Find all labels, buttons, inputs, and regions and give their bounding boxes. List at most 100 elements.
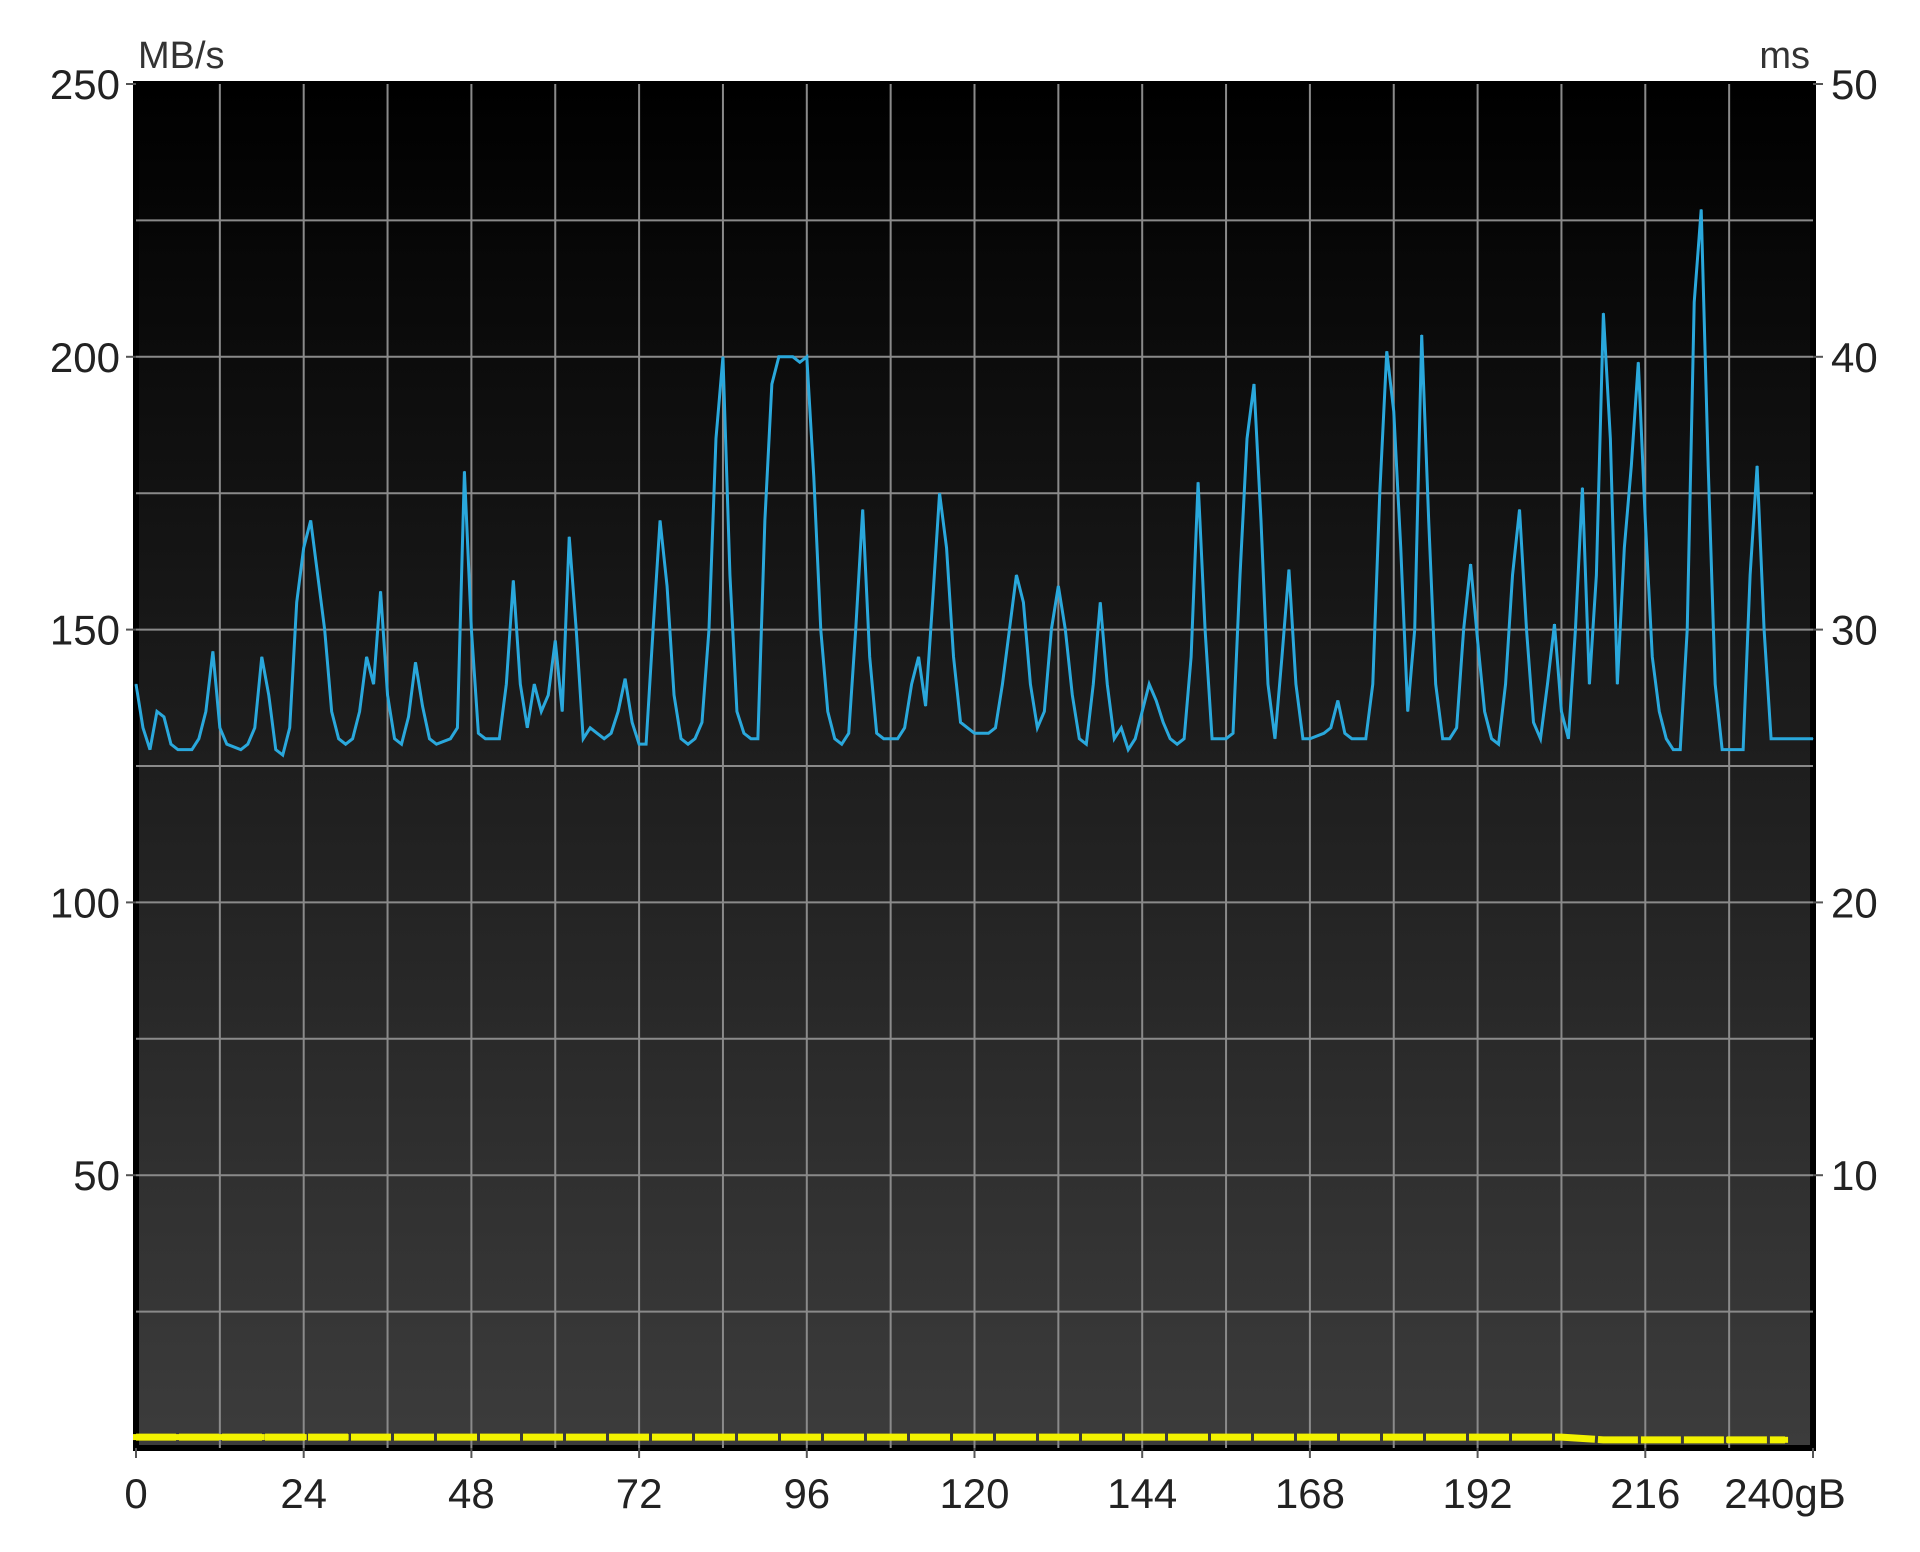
transfer-rate-point [575,629,577,631]
y-tick-label: 200 [50,334,120,381]
transfer-rate-point [477,732,479,734]
transfer-rate-point [743,732,745,734]
transfer-rate-point [960,721,962,723]
x-tick-label: 192 [1443,1470,1513,1517]
transfer-rate-point [421,705,423,707]
access-time-point [1306,1434,1313,1441]
access-time-point [468,1434,475,1441]
transfer-rate-point [1113,738,1115,740]
access-time-point [929,1434,936,1441]
transfer-rate-point [897,738,899,740]
transfer-rate-point [1253,383,1255,385]
transfer-rate-point [561,710,563,712]
transfer-rate-point [589,727,591,729]
transfer-rate-point [505,683,507,685]
transfer-rate-point [1344,732,1346,734]
access-time-point [1390,1434,1397,1441]
access-time-point [1726,1436,1733,1443]
transfer-rate-point [1400,547,1402,549]
access-time-point [761,1434,768,1441]
transfer-rate-point [1029,683,1031,685]
transfer-rate-point [177,749,179,751]
transfer-rate-point [1127,749,1129,751]
transfer-rate-point [456,727,458,729]
transfer-rate-point [1721,749,1723,751]
transfer-rate-point [142,727,144,729]
access-time-point [678,1434,685,1441]
transfer-rate-point [1078,738,1080,740]
transfer-rate-point [813,476,815,478]
access-time-point [636,1434,643,1441]
transfer-rate-point [1526,629,1528,631]
transfer-rate-point [568,536,570,538]
transfer-rate-point [415,661,416,663]
access-time-point [426,1434,433,1441]
transfer-rate-point [1770,738,1772,740]
y2-tick-label: 30 [1831,607,1878,654]
transfer-rate-point [156,710,158,712]
x-tick-label: 120 [939,1470,1009,1517]
transfer-rate-point [1225,738,1227,740]
transfer-rate-point [1602,312,1604,314]
transfer-rate-point [338,738,340,740]
transfer-rate-point [449,738,451,740]
transfer-rate-point [1707,465,1709,467]
transfer-rate-point [352,738,354,740]
transfer-rate-point [1714,683,1716,685]
transfer-rate-point [498,738,500,740]
transfer-rate-point [554,640,556,642]
transfer-rate-point [1071,694,1073,696]
transfer-rate-point [387,694,389,696]
transfer-rate-point [212,650,214,652]
transfer-rate-point [170,743,172,745]
transfer-rate-point [282,754,284,756]
access-time-point [1264,1434,1271,1441]
transfer-rate-point [1386,350,1388,352]
transfer-rate-point [1337,700,1339,702]
transfer-rate-point [757,738,759,740]
y-tick-label: 50 [73,1152,120,1199]
transfer-rate-point [820,629,822,631]
transfer-rate-point [1015,574,1017,576]
transfer-rate-point [1658,710,1660,712]
access-time-point [1600,1436,1607,1443]
transfer-rate-point [1442,738,1444,740]
transfer-rate-point [1302,738,1304,740]
transfer-rate-point [1393,410,1395,412]
transfer-rate-point [987,732,989,734]
transfer-rate-point [163,716,165,718]
transfer-rate-point [1456,727,1458,729]
transfer-rate-point [512,579,514,581]
transfer-rate-point [701,721,703,723]
transfer-rate-point [750,738,752,740]
transfer-rate-point [946,547,948,549]
transfer-rate-point [708,629,710,631]
transfer-rate-point [519,683,521,685]
transfer-rate-point [1260,519,1262,521]
transfer-rate-point [778,356,780,358]
transfer-rate-point [848,732,850,734]
transfer-rate-point [1477,640,1479,642]
access-time-point [342,1434,349,1441]
transfer-rate-point [806,356,808,358]
transfer-rate-point [247,743,249,745]
transfer-rate-point [226,743,228,745]
x-tick-label: 72 [616,1470,663,1517]
transfer-rate-point [1546,683,1548,685]
transfer-rate-point [610,732,612,734]
y2-tick-label: 20 [1831,879,1878,926]
x-tick-label: 96 [783,1470,830,1517]
transfer-rate-point [659,519,661,521]
access-time-point [510,1434,517,1441]
access-time-point [1348,1434,1355,1441]
transfer-rate-point [540,710,542,712]
transfer-rate-point [380,590,382,592]
transfer-rate-point [1498,743,1500,745]
x-tick-label: 144 [1107,1470,1177,1517]
transfer-rate-point [1204,629,1206,631]
transfer-rate-point [953,656,955,658]
transfer-rate-point [1484,710,1486,712]
access-time-point [552,1434,559,1441]
transfer-rate-point [401,743,403,745]
transfer-rate-point [1742,749,1744,751]
